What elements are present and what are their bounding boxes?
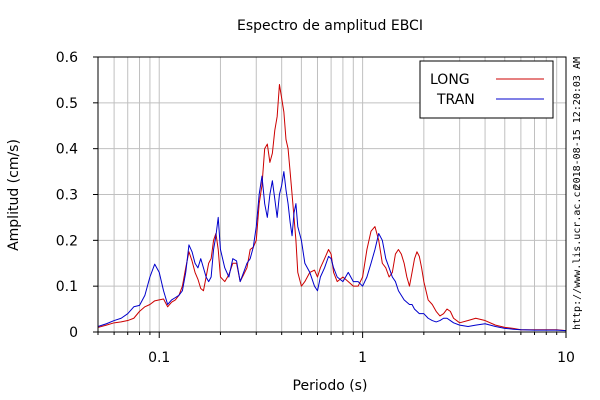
axis-ticks: 0 0.1 0.2 0.3 0.4 0.5 0.6 0.1 1 10	[56, 50, 575, 366]
legend-box	[419, 60, 554, 119]
x-tick-label: 0.1	[148, 350, 170, 366]
x-tick-label: 1	[358, 350, 367, 366]
y-axis-label: Amplitud (cm/s)	[6, 139, 22, 251]
chart-title: Espectro de amplitud EBCI	[237, 18, 423, 34]
series-lines	[97, 84, 567, 332]
series-line-long	[97, 84, 567, 332]
legend-label-long: LONG	[430, 72, 470, 88]
y-tick-label: 0.1	[56, 279, 78, 295]
y-tick-label: 0.5	[56, 96, 78, 112]
x-axis-label: Periodo (s)	[293, 378, 368, 394]
url-annotation: http://www.lis.ucr.ac.cr	[572, 186, 583, 331]
y-tick-label: 0.4	[56, 142, 78, 158]
y-tick-label: 0.6	[56, 50, 78, 66]
timestamp-annotation: 2018-08-15 12:20:03 AM	[572, 57, 583, 189]
y-tick-label: 0	[69, 325, 78, 341]
y-tick-label: 0.2	[56, 233, 78, 249]
legend: LONG TRAN	[419, 60, 554, 119]
x-tick-label: 10	[557, 350, 575, 366]
y-tick-label: 0.3	[56, 188, 78, 204]
series-line-tran	[97, 171, 567, 332]
legend-label-tran: TRAN	[436, 92, 475, 108]
